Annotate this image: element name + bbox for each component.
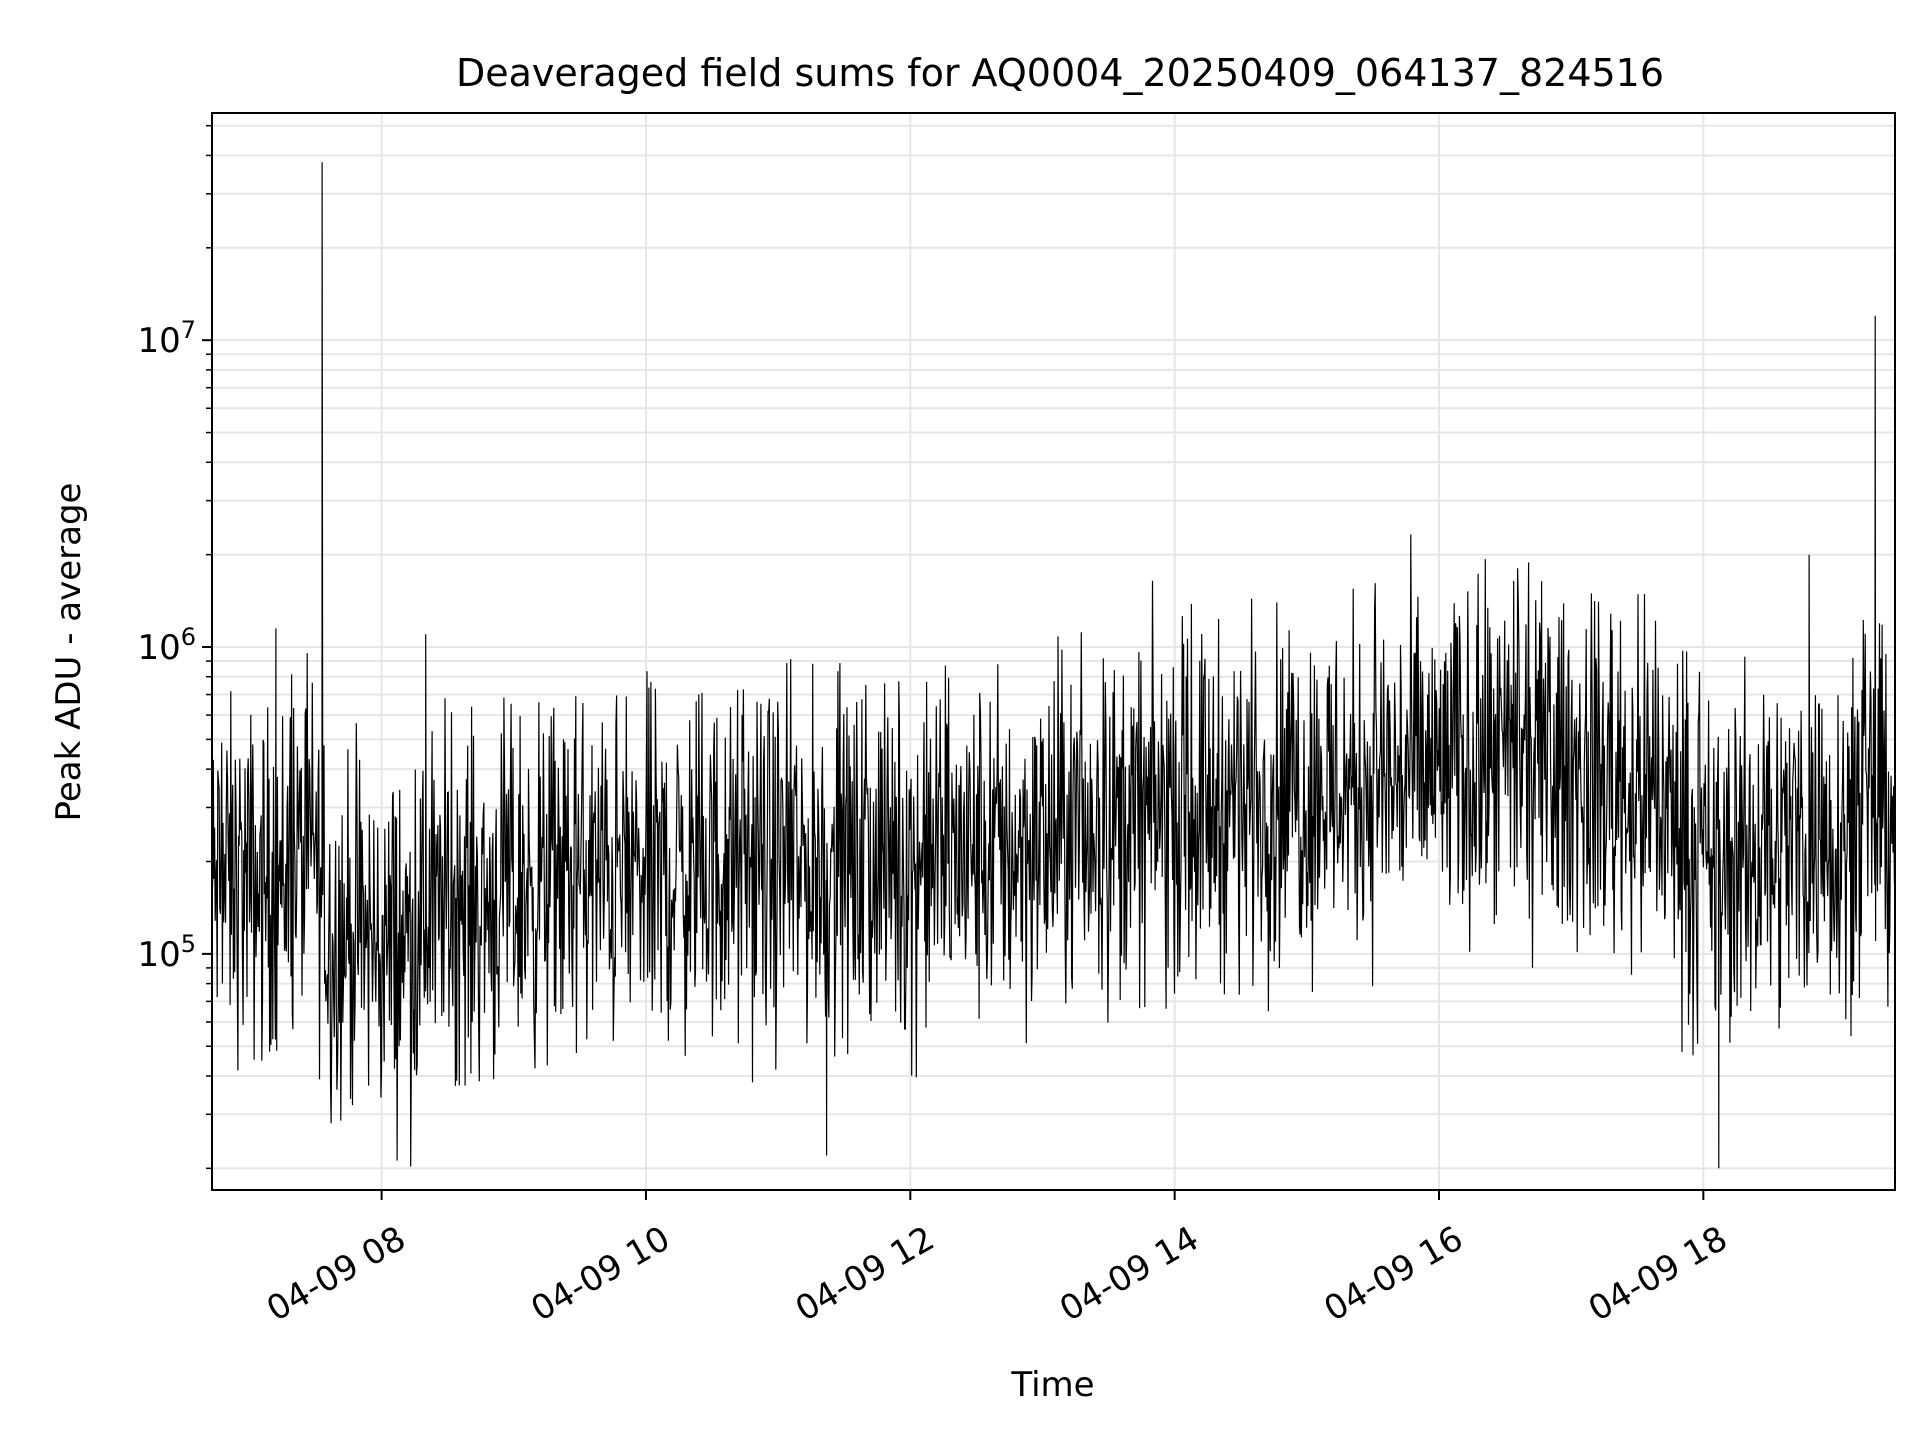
x-tick-label: 04-09 08 (260, 1219, 412, 1330)
plot-area-frame (211, 112, 1896, 1191)
data-series (211, 162, 1896, 1169)
series-line (211, 162, 1896, 1169)
x-axis-label: Time (1010, 1365, 1094, 1405)
x-tick-label: 04-09 12 (789, 1219, 941, 1330)
y-axis-label: Peak ADU - average (49, 483, 89, 822)
chart-title: Deaveraged field sums for AQ0004_2025040… (456, 51, 1664, 95)
y-tick-label: 106 (137, 623, 196, 668)
x-tick-label: 04-09 18 (1582, 1219, 1734, 1330)
y-tick-label: 107 (137, 316, 196, 361)
y-axis: 105 106 107 (137, 124, 212, 1170)
x-tick-label: 04-09 16 (1318, 1219, 1470, 1330)
x-tick-label: 04-09 10 (524, 1219, 676, 1330)
y-tick-label: 105 (137, 930, 196, 975)
x-tick-label: 04-09 14 (1053, 1219, 1205, 1330)
x-axis: 04-09 08 04-09 10 04-09 12 04-09 14 04-09 16… (260, 1190, 1734, 1330)
